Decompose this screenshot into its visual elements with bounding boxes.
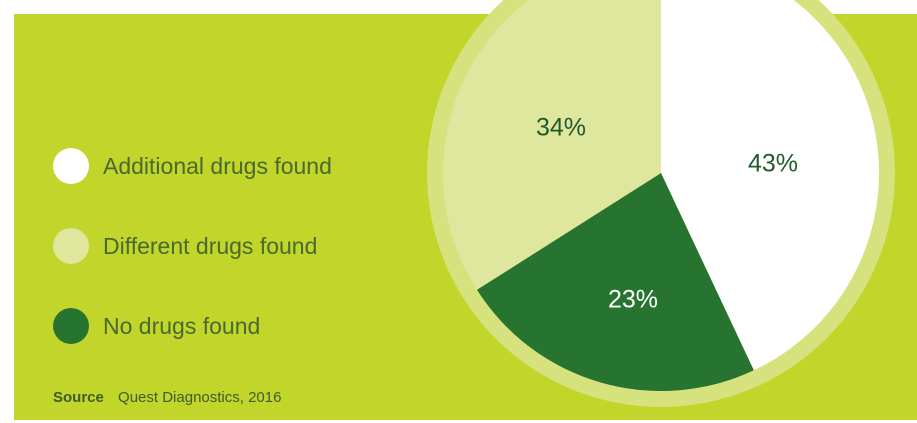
legend-label-additional: Additional drugs found [103,152,332,179]
legend-item-additional: Additional drugs found [53,148,332,184]
pie-slice-none [476,173,754,391]
legend-item-different: Different drugs found [53,228,317,264]
pie-slice-additional [661,0,879,371]
source-key: Source [53,389,104,406]
legend-label-none: No drugs found [103,312,261,339]
legend-swatch-none [53,308,89,344]
source-note: Source Quest Diagnostics, 2016 [53,389,281,406]
source-text: Quest Diagnostics, 2016 [118,389,282,406]
pie-label-none: 23% [608,286,658,314]
pie-label-additional: 43% [748,150,798,178]
legend-swatch-different [53,228,89,264]
legend-item-none: No drugs found [53,308,260,344]
legend-swatch-additional [53,148,89,184]
legend-label-different: Different drugs found [103,232,318,259]
pie-slice-different [443,0,661,290]
pie-label-different: 34% [536,114,586,142]
